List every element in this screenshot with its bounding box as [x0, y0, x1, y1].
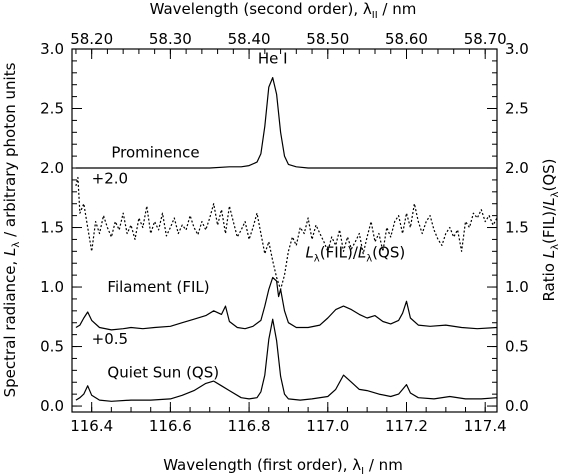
x-axis-bottom-title: Wavelength (first order), λI / nm [163, 456, 403, 476]
y-axis-right-title: Ratio Lλ(FIL)/Lλ(QS) [540, 158, 561, 301]
annotation-he: He I [258, 49, 288, 67]
ratio-series-label: Lλ(FIL)/Lλ(QS) [305, 243, 405, 264]
y-right-tick-label: 0.5 [505, 338, 529, 356]
plot-frame [71, 48, 498, 413]
series-layer [75, 76, 498, 402]
y-axis-left-title: Spectral radiance, Lλ / arbitrary photon… [1, 62, 22, 397]
x-bottom-tick-label: 116.8 [228, 417, 271, 435]
y-left-tick-label: 1.5 [40, 219, 64, 237]
series-line-quiet-sun-qs [75, 318, 498, 402]
annotation-off2: +2.0 [92, 169, 128, 187]
annotation-off05: +0.5 [92, 330, 128, 348]
y-right-tick-label: 0.0 [505, 397, 529, 415]
x-top-tick-label: 58.60 [385, 30, 428, 48]
annotation-fil: Filament (FIL) [107, 278, 209, 296]
series-line-filament-fil [75, 276, 498, 331]
y-left-tick-label: 2.0 [40, 159, 64, 177]
annotations-layer: He I Prominence +2.0 Filament (FIL) +0.5 Quie… [92, 49, 288, 381]
x-bottom-tick-label: 116.6 [149, 417, 192, 435]
x-top-tick-label: 58.20 [70, 30, 113, 48]
x-top-tick-label: 58.40 [228, 30, 271, 48]
x-axis-top-title: Wavelength (second order), λII / nm [150, 0, 417, 21]
y-right-tick-label: 1.0 [505, 278, 529, 296]
y-right-tick-label: 2.5 [505, 100, 529, 118]
y-left-tick-label: 2.5 [40, 100, 64, 118]
x-bottom-tick-label: 117.0 [306, 417, 349, 435]
x-top-tick-label: 58.30 [149, 30, 192, 48]
x-bottom-tick-label: 117.2 [385, 417, 428, 435]
annotation-prom: Prominence [111, 143, 199, 161]
y-left-tick-label: 1.0 [40, 278, 64, 296]
x-top-tick-label: 58.50 [306, 30, 349, 48]
y-right-tick-label: 3.0 [505, 40, 529, 58]
y-left-tick-label: 0.0 [40, 397, 64, 415]
series-line-prominence [75, 76, 497, 169]
series-line-ratio [75, 176, 498, 290]
x-bottom-tick-label: 117.4 [464, 417, 507, 435]
annotation-qs: Quiet Sun (QS) [107, 363, 219, 381]
y-left-tick-label: 0.5 [40, 338, 64, 356]
y-left-tick-label: 3.0 [40, 40, 64, 58]
x-bottom-tick-label: 116.4 [70, 417, 113, 435]
y-right-tick-label: 1.5 [505, 219, 529, 237]
y-right-tick-label: 2.0 [505, 159, 529, 177]
ticks-layer: 116.4 116.6 116.8 117.0 117.2 117.4 58.20 58.30… [40, 30, 529, 435]
x-top-tick-label: 58.70 [464, 30, 507, 48]
